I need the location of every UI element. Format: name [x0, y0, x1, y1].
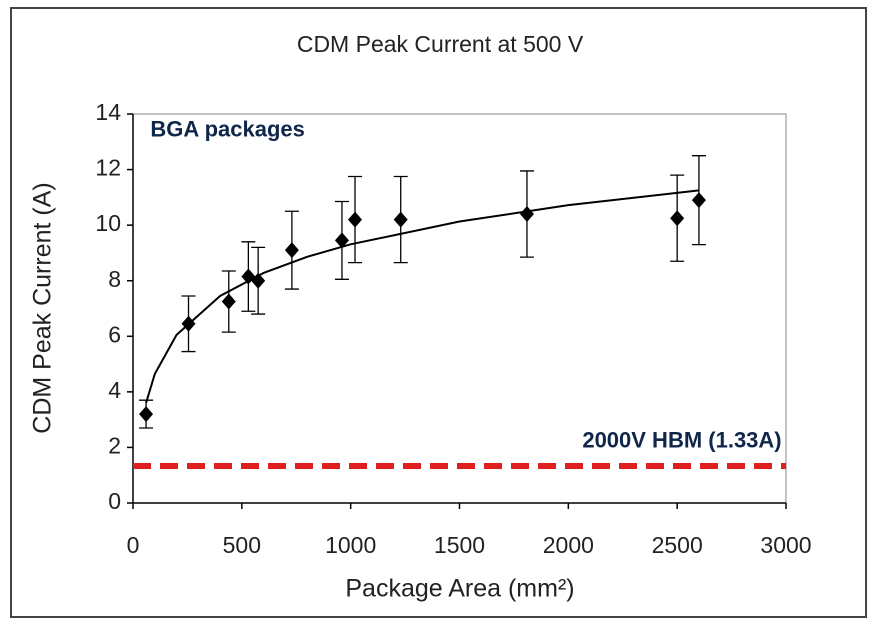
- y-tick-label: 10: [95, 210, 121, 236]
- marker: [334, 232, 349, 249]
- marker: [691, 192, 706, 209]
- fit-curve: [145, 189, 700, 404]
- y-tick-label: 6: [108, 321, 121, 347]
- y-tick-label: 8: [108, 266, 121, 292]
- y-tick-label: 0: [108, 488, 121, 514]
- marker: [221, 293, 236, 310]
- y-tick-label: 2: [108, 433, 121, 459]
- plot-border: [133, 113, 787, 503]
- marker: [139, 406, 154, 423]
- marker: [348, 211, 363, 228]
- x-tick-label: 500: [223, 532, 261, 558]
- x-tick-label: 1000: [325, 532, 376, 558]
- x-tick-label: 0: [127, 532, 140, 558]
- chart-title: CDM Peak Current at 500 V: [297, 31, 584, 57]
- x-tick-label: 2500: [652, 532, 703, 558]
- annotation: 2000V HBM (1.33A): [582, 428, 781, 453]
- marker: [284, 242, 299, 259]
- x-tick-label: 3000: [760, 532, 811, 558]
- annotation: BGA packages: [150, 116, 304, 141]
- marker: [393, 211, 408, 228]
- x-tick-label: 1500: [434, 532, 485, 558]
- x-tick-label: 2000: [543, 532, 594, 558]
- frame: [10, 7, 867, 618]
- x-axis-label: Package Area (mm²): [345, 575, 574, 603]
- y-tick-label: 4: [108, 377, 121, 403]
- marker: [670, 210, 685, 227]
- y-axis-label: CDM Peak Current (A): [29, 182, 57, 433]
- y-tick-label: 12: [95, 155, 121, 181]
- y-tick-label: 14: [95, 99, 121, 125]
